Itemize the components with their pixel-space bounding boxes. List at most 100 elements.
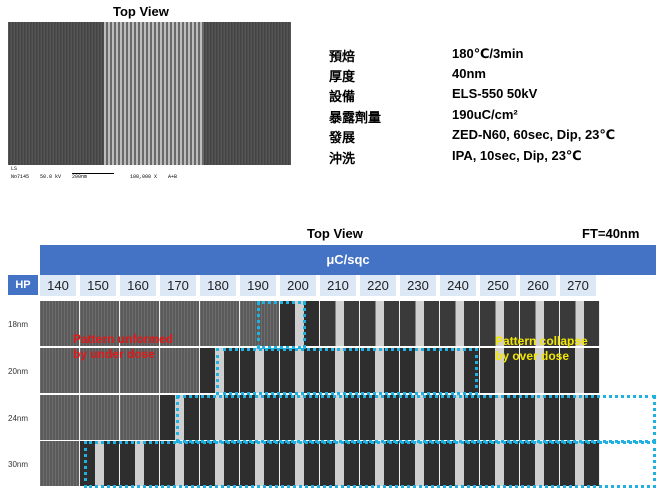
- sem-label-id: No7145: [11, 174, 30, 180]
- dose-column-header: 140: [40, 275, 78, 296]
- sem-cell: [160, 441, 200, 486]
- sem-cell: [40, 395, 80, 440]
- optimal-window-24nm: [176, 395, 656, 443]
- param-value: IPA, 10sec, Dip, 23℃: [452, 148, 582, 163]
- dose-column-header: 220: [360, 275, 398, 296]
- sem-cell: [360, 395, 400, 440]
- param-value: ZED-N60, 60sec, Dip, 23℃: [452, 127, 616, 142]
- param-label: 預焙: [329, 50, 356, 65]
- sem-line-pattern: [104, 22, 204, 165]
- optimal-window-20nm: [216, 348, 478, 395]
- sem-cell: [360, 441, 400, 486]
- sem-cell: [480, 441, 520, 486]
- param-label: 厚度: [329, 70, 356, 85]
- sem-scale-bar: [72, 173, 114, 174]
- sem-cell: [120, 301, 160, 346]
- sem-cell: [440, 348, 480, 393]
- sem-cell: [320, 301, 360, 346]
- half-pitch-label: 24nm: [8, 414, 29, 423]
- param-label: 設備: [329, 90, 356, 105]
- sem-cell: [400, 301, 440, 346]
- sem-cell: [200, 395, 240, 440]
- dose-column-header: 180: [200, 275, 238, 296]
- dose-column-header: 270: [560, 275, 598, 296]
- sem-cell: [480, 301, 520, 346]
- sem-cell: [240, 348, 280, 393]
- under-dose-line-2: by under dose: [73, 347, 156, 361]
- dose-column-header: 250: [480, 275, 518, 296]
- half-pitch-label: 30nm: [8, 460, 29, 469]
- sem-cell: [520, 441, 560, 486]
- sem-cell: [280, 301, 320, 346]
- over-dose-annotation: Pattern collapse by over dose: [495, 334, 588, 364]
- sem-cell: [160, 395, 200, 440]
- over-dose-line-1: Pattern collapse: [495, 334, 588, 348]
- dose-column-header: 230: [400, 275, 438, 296]
- sem-cell: [280, 348, 320, 393]
- dose-column-header: 240: [440, 275, 478, 296]
- sem-info-bar: LS No7145 50.0 kV 200nm 100,000 X A+B: [8, 165, 291, 182]
- param-label: 發展: [329, 131, 356, 146]
- sem-cell: [80, 395, 120, 440]
- dose-column-header: 200: [280, 275, 318, 296]
- sem-cell: [40, 441, 80, 486]
- sem-cell: [440, 395, 480, 440]
- sem-label-ls: LS: [11, 166, 18, 172]
- sem-cell: [160, 348, 200, 393]
- over-dose-line-2: by over dose: [495, 349, 570, 363]
- sem-cell: [480, 348, 520, 393]
- sem-cell: [80, 348, 120, 393]
- dose-unit-header: μC/sqc: [40, 245, 656, 275]
- sem-cell: [480, 395, 520, 440]
- sem-cell: [520, 395, 560, 440]
- sem-cell: [200, 441, 240, 486]
- sem-cell: [560, 441, 600, 486]
- param-value: 180℃/3min: [452, 46, 524, 61]
- half-pitch-label: 18nm: [8, 320, 29, 329]
- param-value: ELS-550 50kV: [452, 86, 538, 101]
- under-dose-line-1: Pattern unformed: [73, 332, 174, 346]
- half-pitch-label: 20nm: [8, 367, 29, 376]
- sem-cell: [400, 348, 440, 393]
- param-value: 40nm: [452, 66, 486, 81]
- dose-column-header: 150: [80, 275, 118, 296]
- sem-cell: [200, 348, 240, 393]
- hp-header: HP: [8, 275, 38, 295]
- sem-cell: [520, 348, 560, 393]
- sem-cell: [440, 301, 480, 346]
- sem-cell: [160, 301, 200, 346]
- sem-cell: [440, 441, 480, 486]
- sem-cell: [120, 348, 160, 393]
- sem-cell: [560, 348, 600, 393]
- sem-cell: [560, 301, 600, 346]
- sem-cell: [560, 395, 600, 440]
- sem-label-kv: 50.0 kV: [40, 174, 62, 180]
- dose-column-header: 190: [240, 275, 278, 296]
- sem-label-signal: A+B: [168, 174, 178, 180]
- sem-cell: [360, 301, 400, 346]
- film-thickness-label: FT=40nm: [582, 226, 640, 241]
- sem-image-top: LS No7145 50.0 kV 200nm 100,000 X A+B: [8, 22, 291, 182]
- sem-cell: [320, 348, 360, 393]
- optimal-window-30nm: [84, 441, 656, 488]
- sem-cell: [520, 301, 560, 346]
- param-value: 190uC/cm²: [452, 107, 518, 122]
- sem-label-scale: 200nm: [72, 174, 88, 180]
- sem-cell: [280, 441, 320, 486]
- sem-cell: [360, 348, 400, 393]
- sem-cell: [320, 395, 360, 440]
- sem-cell: [280, 395, 320, 440]
- dose-column-header: 160: [120, 275, 158, 296]
- sem-cell: [200, 301, 240, 346]
- sem-cell: [120, 395, 160, 440]
- param-label: 暴露劑量: [329, 111, 382, 126]
- sem-cell: [80, 301, 120, 346]
- param-label: 沖洗: [329, 152, 356, 167]
- sem-cell: [320, 441, 360, 486]
- sem-cell: [120, 441, 160, 486]
- optimal-window-18nm: [257, 301, 306, 349]
- sem-cell: [240, 395, 280, 440]
- sem-cell: [40, 301, 80, 346]
- sem-cell: [240, 441, 280, 486]
- dose-column-header: 210: [320, 275, 358, 296]
